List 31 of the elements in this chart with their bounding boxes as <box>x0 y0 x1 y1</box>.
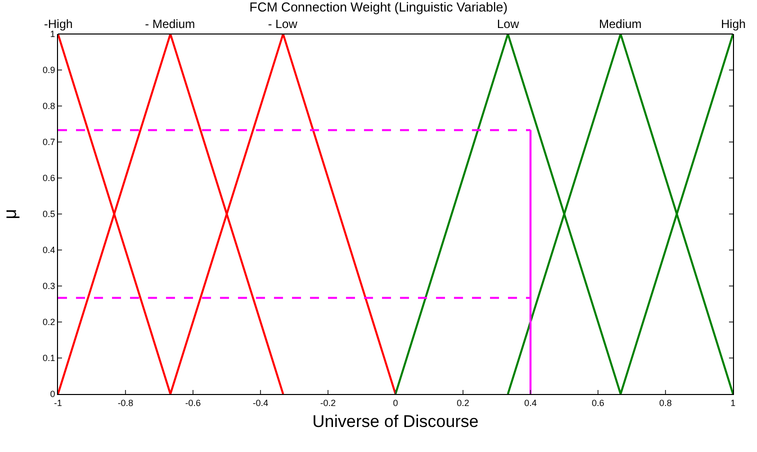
x-tick-label: -0.8 <box>118 398 134 408</box>
y-tick-label: 0 <box>50 389 56 400</box>
x-tick-label: -0.6 <box>185 398 201 408</box>
x-tick-label: 0.8 <box>659 398 672 408</box>
y-tick-label: 0.3 <box>42 281 56 292</box>
y-axis-title: μ <box>0 208 20 220</box>
x-tick-label: 1 <box>730 398 736 408</box>
annotation: Medium <box>599 17 642 31</box>
x-axis-title: Universe of Discourse <box>312 412 479 432</box>
y-tick-label: 0.8 <box>42 101 56 112</box>
annotation: - Low <box>268 17 298 31</box>
x-tick-label: 0 <box>392 398 398 408</box>
x-tick-label: 0.6 <box>592 398 604 408</box>
x-tick-label: 0.4 <box>524 398 537 408</box>
annotation: -High <box>44 17 73 31</box>
x-tick-label: 0.2 <box>456 398 470 408</box>
x-tick-label: -1 <box>54 398 62 408</box>
annotation: - Medium <box>145 17 196 31</box>
y-tick-label: 0.1 <box>42 353 56 364</box>
y-tick-label: 1 <box>50 29 56 40</box>
y-tick-label: 0.5 <box>42 209 56 220</box>
y-tick-label: 0.7 <box>42 137 56 148</box>
annotation: High <box>721 17 746 31</box>
y-tick-label: 0.2 <box>42 317 56 328</box>
x-tick-label: -0.2 <box>320 398 336 408</box>
y-tick-label: 0.9 <box>42 65 56 76</box>
y-tick-label: 0.4 <box>42 245 56 256</box>
annotation: Low <box>497 17 520 31</box>
y-tick-label: 0.6 <box>42 173 56 184</box>
chart-title: FCM Connection Weight (Linguistic Variable) <box>249 0 508 14</box>
x-tick-label: -0.4 <box>252 398 268 408</box>
